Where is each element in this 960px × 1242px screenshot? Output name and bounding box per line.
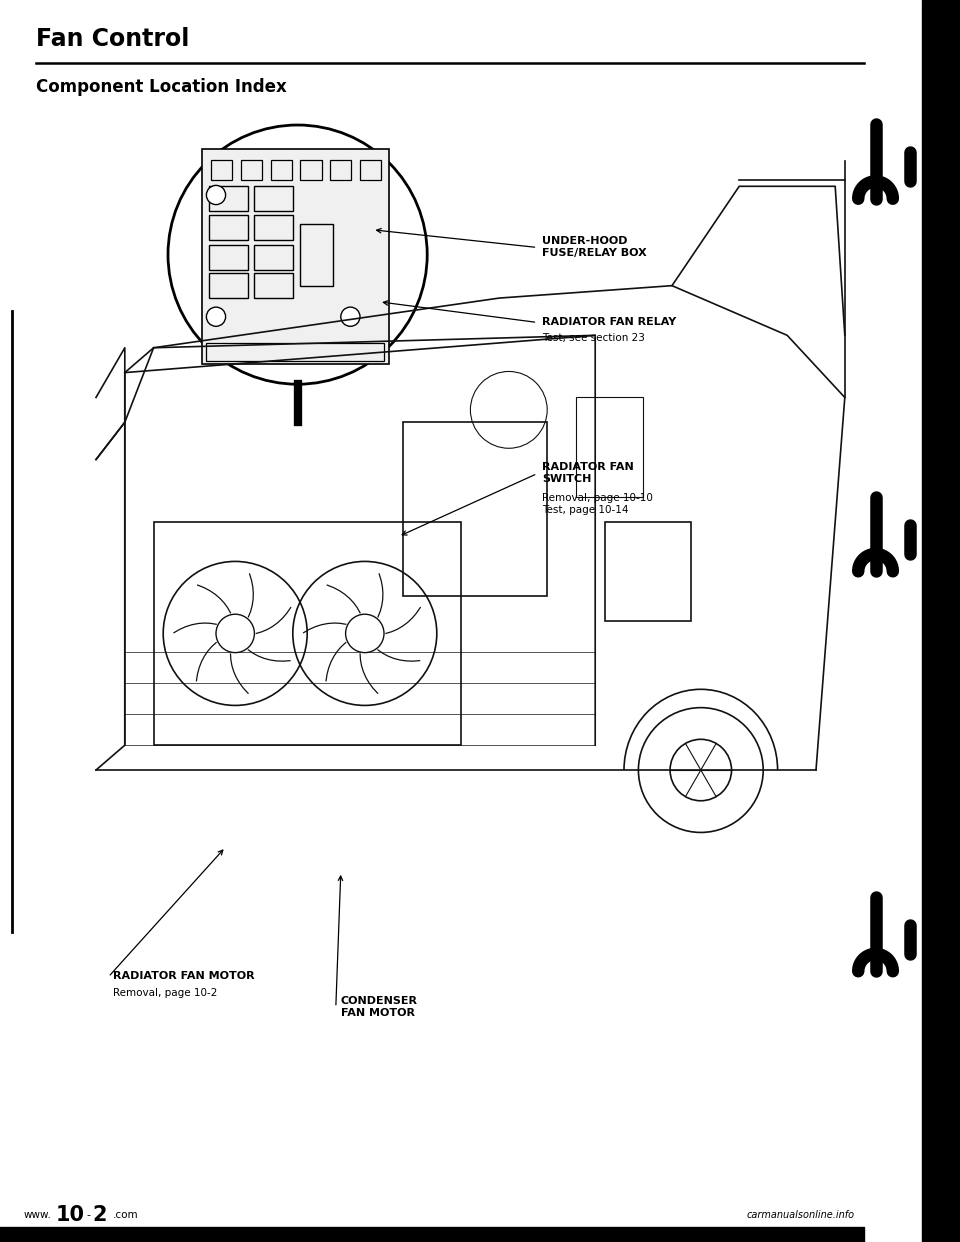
Bar	[300, 160, 322, 180]
Bar	[254, 215, 293, 240]
Circle shape	[216, 615, 254, 652]
Text: Removal, page 10-2: Removal, page 10-2	[113, 987, 218, 997]
Bar	[330, 160, 351, 180]
Text: 2: 2	[92, 1205, 107, 1225]
Bar	[271, 160, 292, 180]
Bar	[300, 224, 333, 286]
Circle shape	[206, 185, 226, 205]
Bar	[209, 215, 248, 240]
Circle shape	[168, 125, 427, 384]
Bar	[202, 149, 389, 364]
Bar	[209, 245, 248, 270]
Text: CONDENSER
FAN MOTOR: CONDENSER FAN MOTOR	[341, 996, 418, 1018]
Bar	[209, 273, 248, 298]
Text: www.: www.	[24, 1210, 52, 1220]
Text: .com: .com	[113, 1210, 139, 1220]
Text: 10: 10	[56, 1205, 84, 1225]
Circle shape	[341, 307, 360, 327]
Text: -: -	[86, 1210, 90, 1220]
Circle shape	[346, 615, 384, 652]
Text: Removal, page 10-10
Test, page 10-14: Removal, page 10-10 Test, page 10-14	[542, 493, 653, 514]
Bar	[576, 397, 643, 497]
Text: RADIATOR FAN RELAY: RADIATOR FAN RELAY	[542, 317, 677, 327]
Bar	[206, 343, 384, 361]
Text: RADIATOR FAN
SWITCH: RADIATOR FAN SWITCH	[542, 462, 635, 484]
Text: Test, see section 23: Test, see section 23	[542, 333, 645, 343]
Bar	[254, 186, 293, 211]
Bar	[254, 273, 293, 298]
Bar	[211, 160, 232, 180]
Text: carmanualsonline.info: carmanualsonline.info	[746, 1210, 854, 1220]
Bar	[209, 186, 248, 211]
Bar	[605, 522, 691, 621]
Bar	[254, 245, 293, 270]
Bar	[154, 522, 461, 745]
Text: Fan Control: Fan Control	[36, 27, 190, 51]
Bar	[241, 160, 262, 180]
Bar	[403, 422, 547, 596]
Text: Component Location Index: Component Location Index	[36, 78, 287, 96]
Circle shape	[206, 307, 226, 327]
Text: RADIATOR FAN MOTOR: RADIATOR FAN MOTOR	[113, 971, 255, 981]
Text: UNDER-HOOD
FUSE/RELAY BOX: UNDER-HOOD FUSE/RELAY BOX	[542, 236, 647, 258]
Bar	[360, 160, 381, 180]
